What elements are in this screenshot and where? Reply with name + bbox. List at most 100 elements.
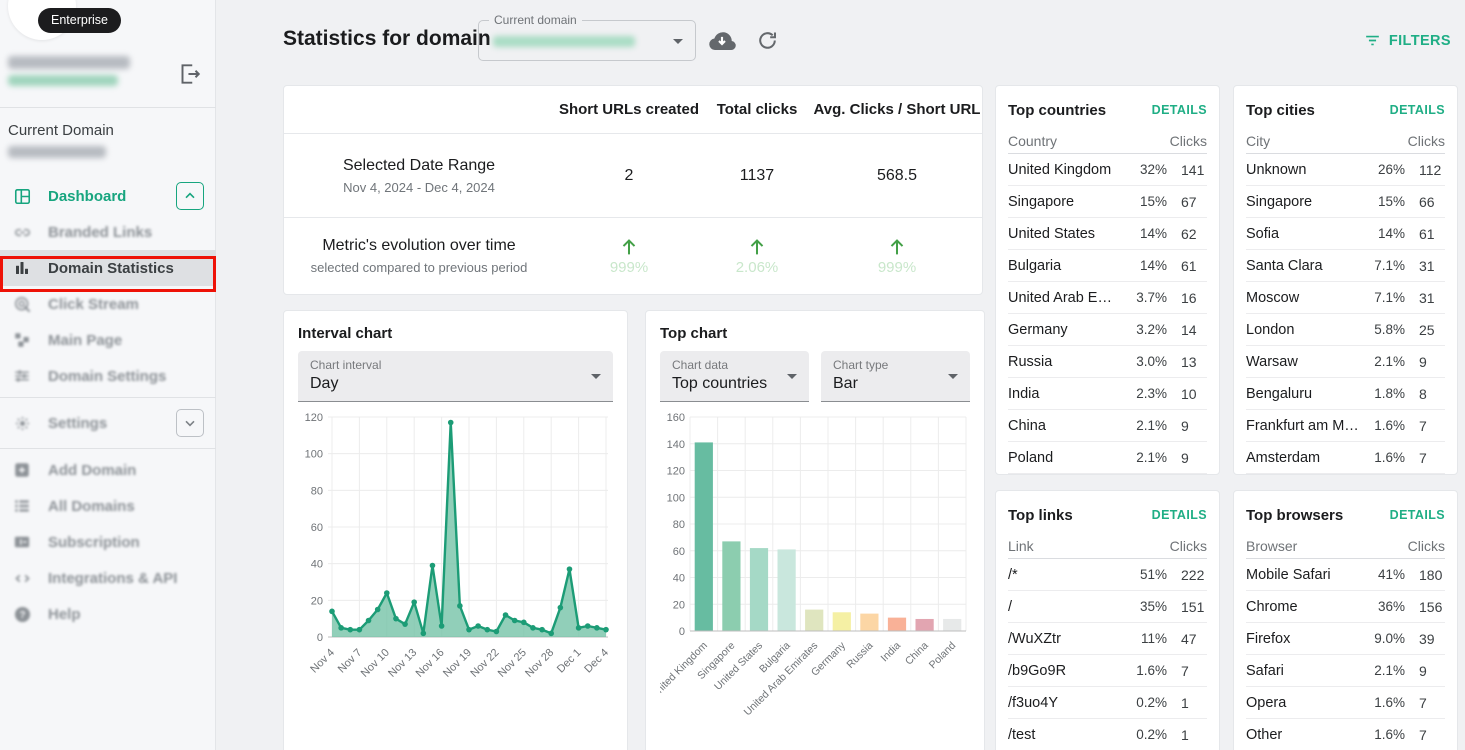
sidebar-item-label: Dashboard: [48, 188, 126, 205]
sidebar-item-integrations-api[interactable]: Integrations & API: [0, 560, 216, 596]
collapse-down-button[interactable]: [176, 409, 204, 437]
row-percent: 14%: [1359, 226, 1405, 241]
sidebar-item-domain-statistics[interactable]: Domain Statistics: [0, 250, 216, 286]
table-row: /test0.2%1: [1008, 719, 1207, 750]
evolution-metric: 2.06%: [704, 218, 810, 294]
arrow-up-icon: [746, 236, 768, 258]
row-percent: 2.1%: [1121, 450, 1167, 465]
svg-text:0: 0: [679, 626, 685, 638]
row-clicks: 66: [1405, 194, 1445, 210]
svg-text:Dec 1: Dec 1: [555, 647, 584, 676]
chart-data-select[interactable]: Chart data Top countries: [660, 351, 809, 402]
row-percent: 7.1%: [1359, 290, 1405, 305]
export-button[interactable]: [706, 25, 738, 60]
table-row: India2.3%10: [1008, 378, 1207, 410]
sidebar-item-all-domains[interactable]: All Domains: [0, 488, 216, 524]
chart-interval-select[interactable]: Chart interval Day: [298, 351, 613, 402]
svg-text:100: 100: [305, 449, 323, 461]
row-name: United Arab Em…: [1008, 290, 1121, 306]
details-link[interactable]: DETAILS: [1390, 508, 1445, 522]
current-domain-select[interactable]: Current domain: [478, 20, 696, 61]
row-percent: 5.8%: [1359, 322, 1405, 337]
help-icon: ?: [12, 604, 32, 624]
evolution-row: Metric's evolution over time selected co…: [284, 218, 982, 294]
svg-text:?: ?: [19, 609, 25, 620]
svg-text:80: 80: [673, 519, 685, 531]
row-clicks: 31: [1405, 290, 1445, 306]
refresh-button[interactable]: [756, 29, 779, 57]
interval-chart-title: Interval chart: [298, 325, 613, 342]
summary-header-row: Short URLs created Total clicks Avg. Cli…: [284, 86, 982, 134]
domain-statistics-page: Enterprise Current Domain DashboardBrand…: [0, 0, 1465, 750]
details-link[interactable]: DETAILS: [1152, 103, 1207, 117]
row-clicks: 151: [1167, 599, 1207, 615]
top-chart-card: Top chart Chart data Top countries Chart…: [645, 310, 985, 750]
sidebar-item-branded-links[interactable]: Branded Links: [0, 214, 216, 250]
row-percent: 36%: [1359, 599, 1405, 614]
spacer: [284, 86, 554, 133]
row-percent: 41%: [1359, 567, 1405, 582]
row-name: /f3uo4Y: [1008, 695, 1121, 711]
bar-chart-icon: [12, 258, 32, 278]
panel-title: Top links: [1008, 507, 1073, 524]
row-clicks: 1: [1167, 727, 1207, 743]
row-clicks: 9: [1167, 418, 1207, 434]
row-name: Singapore: [1246, 194, 1359, 210]
interval-area-chart: 020406080100120Nov 4Nov 7Nov 10Nov 13Nov…: [298, 409, 613, 732]
svg-text:Nov 28: Nov 28: [523, 647, 556, 680]
sidebar-item-help[interactable]: ?Help: [0, 596, 216, 632]
row-clicks: 67: [1167, 194, 1207, 210]
row-clicks: 1: [1167, 695, 1207, 711]
row-name: /WuXZtr: [1008, 631, 1121, 647]
row-name: Opera: [1246, 695, 1359, 711]
row-name: Chrome: [1246, 599, 1359, 615]
col-header-clicks: Clicks: [1408, 538, 1445, 554]
svg-text:Dec 4: Dec 4: [582, 647, 611, 676]
sidebar-item-main-page[interactable]: Main Page: [0, 322, 216, 358]
top-links-panel: Top links DETAILS Link Clicks /*51%222/3…: [995, 490, 1220, 750]
row-percent: 26%: [1359, 162, 1405, 177]
sidebar-item-add-domain[interactable]: Add Domain: [0, 452, 216, 488]
logout-button[interactable]: [176, 61, 204, 89]
row-percent: 32%: [1121, 162, 1167, 177]
row-percent: 1.6%: [1359, 450, 1405, 465]
row-percent: 1.6%: [1121, 663, 1167, 678]
sidebar-item-subscription[interactable]: Subscription: [0, 524, 216, 560]
top-cities-panel: Top cities DETAILS City Clicks Unknown26…: [1233, 85, 1458, 475]
short-urls-created-value: 2: [554, 134, 704, 217]
table-row: Poland2.1%9: [1008, 442, 1207, 474]
table-row: /b9Go9R1.6%7: [1008, 655, 1207, 687]
row-name: Moscow: [1246, 290, 1359, 306]
svg-text:160: 160: [667, 412, 685, 424]
table-row: Opera1.6%7: [1246, 687, 1445, 719]
svg-text:80: 80: [311, 485, 323, 497]
filters-button[interactable]: FILTERS: [1363, 31, 1451, 50]
table-row: Safari2.1%9: [1246, 655, 1445, 687]
row-name: Bengaluru: [1246, 386, 1359, 402]
card-icon: [12, 532, 32, 552]
sidebar-item-dashboard[interactable]: Dashboard: [0, 178, 216, 214]
row-percent: 11%: [1121, 631, 1167, 646]
chart-type-select[interactable]: Chart type Bar: [821, 351, 970, 402]
table-row: Moscow7.1%31: [1246, 282, 1445, 314]
sidebar: Enterprise Current Domain DashboardBrand…: [0, 0, 216, 750]
row-clicks: 47: [1167, 631, 1207, 647]
table-row: Sofia14%61: [1246, 218, 1445, 250]
sidebar-nav: Dashboard Branded LinksDomain StatisticsC…: [0, 178, 216, 632]
row-percent: 15%: [1121, 194, 1167, 209]
table-row: Russia3.0%13: [1008, 346, 1207, 378]
collapse-up-button[interactable]: [176, 182, 204, 210]
table-row: Other1.6%7: [1246, 719, 1445, 750]
table-row: /*51%222: [1008, 559, 1207, 591]
sidebar-item-domain-settings[interactable]: Domain Settings: [0, 358, 216, 394]
sidebar-item-click-stream[interactable]: Click Stream: [0, 286, 216, 322]
col-header-name: City: [1246, 133, 1270, 149]
details-link[interactable]: DETAILS: [1390, 103, 1445, 117]
row-name: /*: [1008, 567, 1121, 583]
svg-text:140: 140: [667, 439, 685, 451]
sidebar-item-settings[interactable]: Settings: [0, 401, 216, 445]
filter-icon: [1363, 31, 1382, 50]
details-link[interactable]: DETAILS: [1152, 508, 1207, 522]
link-icon: [12, 222, 32, 242]
top-chart-title: Top chart: [660, 325, 970, 342]
